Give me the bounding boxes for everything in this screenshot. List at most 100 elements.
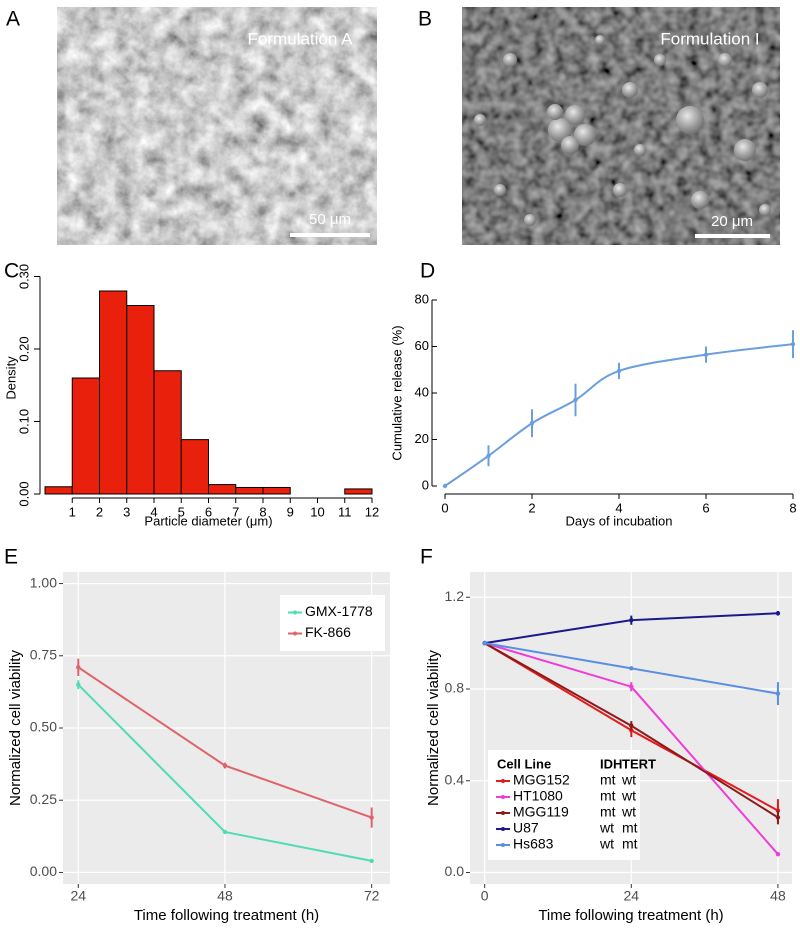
- y-axis-title: Cumulative release (%): [389, 325, 404, 460]
- x-tick-label: 24: [70, 888, 86, 904]
- y-axis-title: Normalized cell viability: [425, 650, 442, 806]
- y-tick-label: 0.50: [30, 719, 57, 735]
- point: [616, 368, 622, 374]
- point: [629, 723, 634, 728]
- x-tick-label: 4: [150, 504, 157, 519]
- x-tick-label: 48: [217, 888, 233, 904]
- x-tick-label: 9: [287, 504, 294, 519]
- x-tick-label: 2: [528, 500, 535, 515]
- point: [76, 665, 81, 670]
- panel-letter: B: [418, 8, 432, 31]
- x-tick-label: 6: [205, 504, 212, 519]
- bar: [344, 488, 373, 495]
- x-tick-label: 4: [615, 500, 622, 515]
- point: [529, 421, 535, 426]
- legend-tert: mt: [622, 820, 638, 836]
- y-tick-label: 1.00: [30, 574, 57, 590]
- legend-header: IDH: [600, 756, 622, 771]
- legend-tert: wt: [621, 772, 636, 788]
- legend-tert: wt: [621, 804, 636, 820]
- y-tick-label: 0.75: [30, 646, 57, 662]
- point: [482, 640, 487, 646]
- x-tick-label: 7: [232, 504, 239, 519]
- x-tick-label: 2: [96, 504, 103, 519]
- bar: [99, 290, 128, 495]
- y-tick-label: 0.20: [16, 336, 31, 361]
- y-tick-label: 80: [415, 291, 429, 306]
- point: [486, 453, 491, 458]
- point: [573, 397, 578, 403]
- x-tick-label: 1: [69, 504, 76, 519]
- legend-box: [488, 750, 640, 860]
- x-tick-label: 0: [481, 888, 489, 904]
- x-tick-label: 3: [123, 504, 130, 519]
- legend-swatch: [293, 631, 297, 636]
- bar: [208, 484, 237, 495]
- x-axis-title: Time following treatment (h): [538, 907, 723, 924]
- x-axis-title: Days of incubation: [566, 513, 673, 528]
- y-tick-label: 0.8: [445, 680, 465, 696]
- point: [629, 684, 634, 689]
- legend-swatch: [501, 827, 505, 831]
- bar: [153, 370, 182, 495]
- x-tick-label: 24: [624, 888, 640, 904]
- y-tick-label: 0.25: [30, 791, 57, 807]
- legend-swatch: [501, 811, 505, 815]
- point: [629, 666, 634, 671]
- y-tick-label: 0.30: [16, 264, 31, 289]
- legend-tert: wt: [621, 788, 636, 804]
- scale-label: 50 μm: [309, 211, 351, 228]
- legend-swatch: [293, 610, 297, 615]
- legend-label: FK-866: [305, 624, 351, 640]
- point: [775, 611, 781, 616]
- bar: [180, 439, 209, 495]
- point: [790, 341, 796, 347]
- bar: [262, 486, 291, 495]
- point: [369, 815, 374, 820]
- point: [775, 851, 781, 857]
- panel-letter: A: [6, 8, 20, 31]
- point: [629, 617, 634, 623]
- x-tick-label: 5: [178, 504, 185, 519]
- image-label: Formulation I: [660, 29, 759, 48]
- legend-label: GMX-1778: [305, 603, 373, 619]
- y-tick-label: 20: [415, 431, 429, 446]
- bar: [126, 305, 155, 495]
- y-tick-label: 60: [415, 338, 429, 353]
- y-tick-label: 40: [415, 384, 429, 399]
- y-tick-label: 0: [422, 477, 429, 492]
- legend-idh: mt: [600, 772, 616, 788]
- x-tick-label: 72: [364, 888, 380, 904]
- legend-swatch: [501, 779, 505, 783]
- legend-idh: mt: [600, 788, 616, 804]
- y-tick-label: 0.4: [445, 771, 465, 787]
- point: [442, 483, 448, 489]
- legend-header: TERT: [622, 756, 656, 771]
- legend-label: MGG119: [513, 804, 569, 820]
- y-tick-label: 0.00: [30, 863, 57, 879]
- x-tick-label: 6: [702, 500, 709, 515]
- panel-letter: D: [420, 260, 435, 283]
- point: [775, 691, 781, 696]
- point: [76, 682, 81, 687]
- legend-label: HT1080: [513, 788, 563, 804]
- point: [369, 858, 374, 864]
- point: [222, 829, 228, 835]
- panel-letter: C: [4, 260, 19, 283]
- legend-tert: mt: [622, 836, 638, 852]
- legend-label: MGG152: [513, 772, 570, 788]
- sem-image: [57, 7, 377, 245]
- particles: [474, 35, 771, 226]
- x-tick-label: 8: [789, 500, 796, 515]
- panel-letter: F: [420, 546, 433, 569]
- x-tick-label: 12: [365, 504, 379, 519]
- y-tick-label: 0.10: [16, 409, 31, 434]
- x-tick-label: 48: [770, 888, 786, 904]
- legend-idh: wt: [599, 836, 614, 852]
- x-tick-label: 8: [259, 504, 266, 519]
- x-axis-title: Particle diameter (μm): [144, 513, 272, 528]
- x-tick-label: 0: [441, 500, 448, 515]
- x-tick-label: 10: [310, 504, 324, 519]
- sem-image: [462, 7, 780, 245]
